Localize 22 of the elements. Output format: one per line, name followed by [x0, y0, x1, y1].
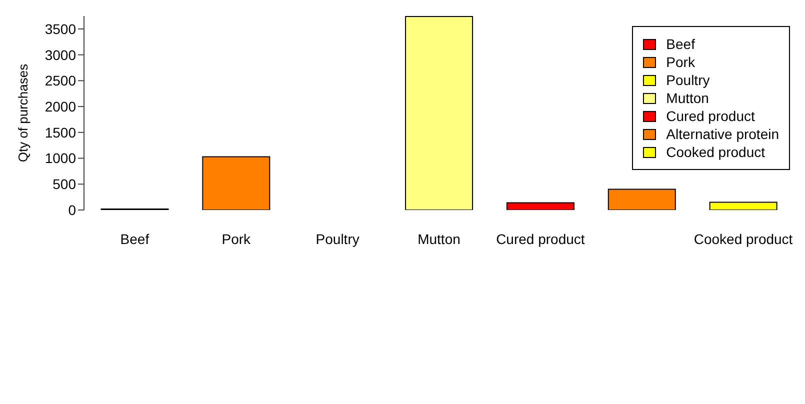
legend-label: Cured product: [666, 107, 755, 125]
y-tick-label: 2500: [44, 72, 76, 89]
x-tick-label: Cured product: [496, 230, 585, 247]
x-tick-label: Pork: [222, 230, 252, 247]
x-tick-label: Poultry: [316, 230, 360, 247]
y-tick-label: 3500: [44, 20, 76, 37]
y-tick-label: 500: [52, 176, 76, 192]
y-tick-label: 2000: [44, 98, 76, 115]
legend-label: Beef: [666, 35, 695, 53]
legend-label: Cooked product: [666, 143, 765, 161]
y-axis-title: Qty of purchases: [16, 63, 31, 162]
y-tick-label: 3000: [44, 46, 76, 63]
legend-label: Pork: [666, 53, 695, 71]
y-tick-label: 1500: [44, 124, 76, 140]
y-tick-label: 0: [68, 202, 76, 218]
legend-label: Poultry: [666, 71, 710, 89]
x-tick-label: Beef: [120, 230, 150, 247]
x-tick-label: Cooked product: [694, 230, 793, 247]
legend-label: Mutton: [666, 89, 709, 107]
legend-label: Alternative protein: [666, 125, 779, 143]
x-tick-label: Mutton: [418, 230, 460, 247]
y-tick-label: 1000: [44, 150, 76, 166]
